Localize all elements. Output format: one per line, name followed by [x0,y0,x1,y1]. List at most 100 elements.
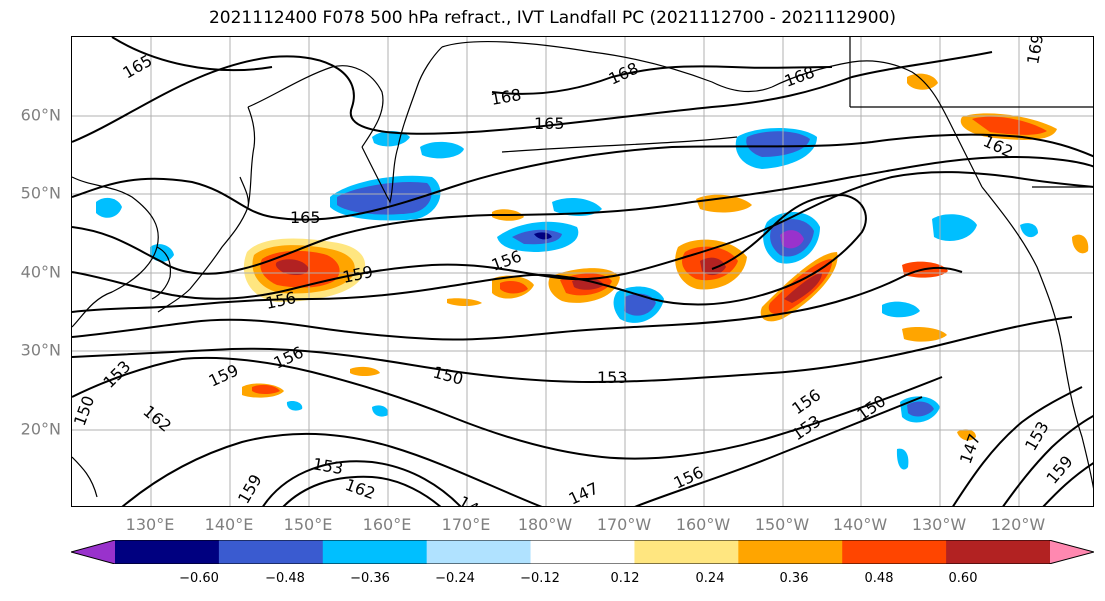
map-canvas: 165 168 165 168 168 162 165 159 156 156 … [72,37,1093,507]
contour-south-150 [72,356,943,460]
contour-162 [72,155,1093,275]
contour-159 [72,171,1093,300]
contour-label: 159 [234,471,266,507]
contour-label: 153 [311,454,344,478]
graticule [72,37,1093,506]
contour-168 [111,37,833,95]
contour-label: 162 [343,475,378,503]
anomaly-patch-japan-max [275,259,309,275]
lon-label-140e: 140°E [204,515,254,534]
contour-label: 153 [1021,418,1053,454]
lon-label-130e: 130°E [125,515,175,534]
contour-label: 153 [99,357,134,392]
map-title: 2021112400 F078 500 hPa refract., IVT La… [208,8,896,28]
coast-okhotsk [247,65,384,148]
coast-sakhalin [247,106,256,208]
coast-kamchatka [361,46,443,204]
coast-bering [441,40,773,93]
border-canada [849,37,1093,188]
contour-label: 165 [290,208,321,227]
contour-label: 150 [72,393,98,428]
contour-156 [72,193,867,313]
contour-label: 169 [1023,37,1047,66]
contour-se-150 [634,396,923,506]
contour-south-147 [121,432,543,506]
coast-na-west [981,186,1093,489]
lon-label-140w: 140°W [832,515,888,534]
colorbar-tick: −0.36 [350,571,390,586]
contour-label: 14 [455,492,482,507]
colorbar-tick: 0.60 [948,571,978,586]
contour-se-159 [1042,462,1093,506]
contour-se-153 [1002,414,1093,506]
colorbar [71,540,1094,564]
colorbar-extend-low [71,540,115,564]
colorbar-tick: −0.24 [435,571,475,586]
colorbar-extend-high [1050,540,1094,564]
contour-label: 153 [597,368,628,387]
lon-label-120w: 120°W [990,515,1046,534]
contour-nested-2 [282,475,442,506]
contour-label: 165 [534,114,565,133]
lon-label-160w: 160°W [675,515,731,534]
colorbar-cell [738,540,843,564]
lat-label-50n: 50°N [20,183,61,203]
contour-label: 150 [853,391,889,424]
anomaly-shading [96,73,1089,470]
contour-150 [72,316,1073,384]
map-plot-area: 165 168 165 168 168 162 165 159 156 156 … [71,36,1094,507]
coast-alaska [771,60,983,188]
contour-nested-1 [262,460,462,506]
colorbar-cell [842,540,947,564]
colorbar-tick: 0.24 [695,571,725,586]
lon-label-160e: 160°E [362,515,412,534]
contour-label: 168 [606,58,642,88]
contour-label: 159 [206,360,242,390]
lon-label-170e: 170°E [441,515,491,534]
contour-se-147 [952,386,1083,506]
contour-153 [72,266,963,341]
colorbar-cell [115,540,220,564]
coastlines [72,37,1093,498]
lon-label-170w: 170°W [596,515,652,534]
contour-165 [72,133,1093,221]
contour-label: 153 [788,411,824,444]
contour-label: 150 [431,363,465,389]
lat-label-40n: 40°N [20,262,61,282]
colorbar-tick: 0.36 [779,571,809,586]
colorbar-cells [71,540,1094,564]
lat-label-60n: 60°N [20,105,61,125]
coast-japan [157,176,249,313]
lon-label-150e: 150°E [283,515,333,534]
lon-label-130w: 130°W [911,515,967,534]
colorbar-tick: −0.48 [265,571,305,586]
contour-label: 162 [139,402,175,436]
contour-label: 147 [566,478,602,507]
colorbar-cell [218,540,324,564]
coast-korea [151,246,172,300]
contour-label: 168 [489,85,522,109]
colorbar-tick: 0.48 [864,571,894,586]
colorbar-cell [946,540,1051,564]
lon-label-150w: 150°W [754,515,810,534]
colorbar-cell [426,540,532,564]
coast-asia [72,176,159,328]
height-contours [72,37,1093,506]
contour-label: 156 [788,385,824,418]
coast-ph [72,456,98,498]
anomaly-patch-okhotsk-inner [337,181,432,215]
contour-label: 156 [271,342,307,372]
colorbar-tick: −0.12 [520,571,560,586]
coast-aleutians [501,136,738,153]
lat-label-30n: 30°N [20,340,61,360]
lon-label-180w: 180°W [517,515,573,534]
contour-label: 159 [1043,452,1077,488]
colorbar-cell [530,540,635,564]
colorbar-cell [634,540,739,564]
colorbar-cell [322,540,428,564]
colorbar-tick: 0.12 [610,571,640,586]
contour-label: 156 [489,246,524,274]
contour-165-north [72,51,993,143]
colorbar-tick: −0.60 [179,571,219,586]
lat-label-20n: 20°N [20,419,61,439]
